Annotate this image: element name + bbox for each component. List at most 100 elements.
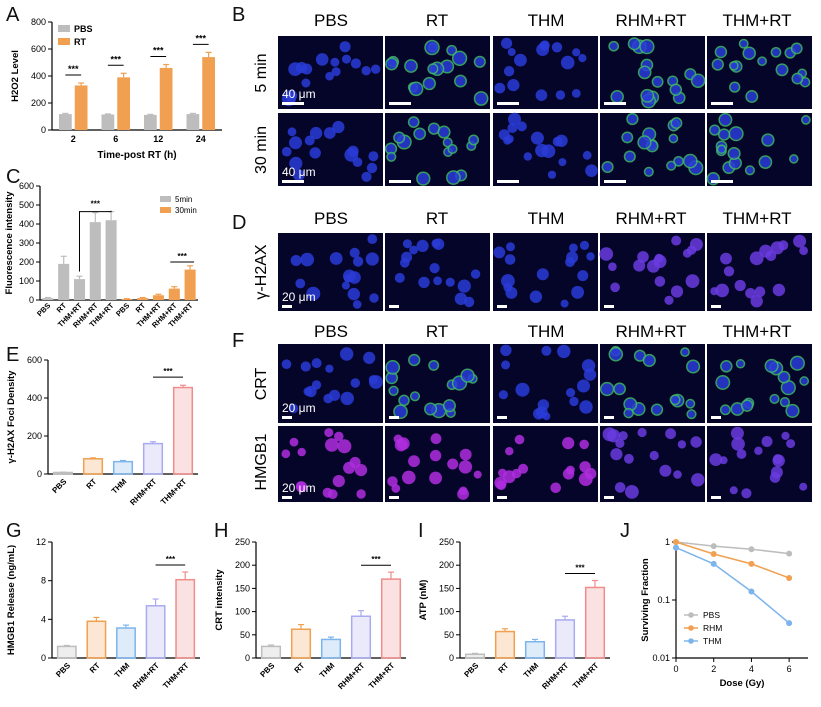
cell-nucleus [518, 463, 529, 474]
cell-nucleus [361, 66, 371, 76]
y-tick-label: 200 [235, 560, 250, 570]
cell-nucleus [292, 169, 305, 182]
cell-nucleus [334, 431, 344, 442]
d-headers: PBS RT THM RHM+RT THM+RT [314, 209, 792, 228]
cell-nucleus [690, 436, 702, 448]
cell-nucleus [624, 453, 634, 464]
cell-nucleus [745, 90, 759, 103]
cell-nucleus [651, 75, 664, 88]
cell-nucleus [711, 58, 724, 71]
cell-nucleus [754, 286, 766, 298]
micro-d-pbs [278, 233, 383, 311]
y-tick-label: 150 [235, 583, 250, 593]
x-tick-label: 2 [71, 134, 76, 144]
scalebar-label-b2: 40 μm [282, 165, 316, 179]
cell-nucleus [409, 391, 421, 402]
cell-nucleus [769, 393, 780, 404]
cell-nucleus [288, 403, 299, 414]
y-tick-label: 600 [19, 181, 34, 191]
x-tick-label: RT [293, 661, 307, 675]
cell-nucleus [599, 381, 615, 397]
cell-nucleus [709, 453, 723, 466]
y-tick-label: 0.01 [652, 653, 670, 663]
cell-nucleus [281, 146, 292, 157]
cell-nucleus [315, 53, 329, 66]
f-header-rhm-rt: RHM+RT [616, 322, 687, 341]
cell-nucleus [325, 364, 334, 373]
scalebar-f2-thmrt [711, 496, 721, 499]
bar [168, 288, 180, 300]
cell-nucleus [715, 375, 731, 390]
data-point [710, 551, 717, 558]
cell-nucleus [558, 158, 567, 167]
cell-nucleus [473, 91, 489, 106]
cell-nucleus [533, 408, 545, 420]
cell-nucleus [754, 446, 763, 455]
cell-nucleus [286, 93, 297, 104]
cell-nucleus [300, 252, 315, 267]
cell-nucleus [586, 252, 595, 261]
cell-nucleus [654, 276, 666, 287]
cell-nucleus [416, 171, 431, 186]
y-tick-label: 100 [19, 276, 34, 286]
legend-marker [688, 638, 694, 644]
cell-nucleus [669, 394, 681, 406]
cell-nucleus [507, 48, 516, 56]
scalebar-d-thm [497, 305, 507, 308]
y-tick-label: 50 [240, 630, 250, 640]
cell-nucleus [361, 171, 372, 182]
cell-nucleus [514, 53, 527, 67]
cell-nucleus [758, 155, 773, 169]
cell-nucleus [325, 438, 339, 452]
cell-nucleus [402, 470, 416, 485]
cell-nucleus [454, 74, 467, 88]
cell-nucleus [322, 487, 333, 498]
y-axis-label: Surviving Fraction [640, 558, 651, 642]
bar [52, 471, 74, 475]
cell-nucleus [736, 449, 747, 459]
cell-nucleus [341, 281, 350, 290]
x-tick-label: RT [88, 661, 102, 675]
data-point [748, 588, 755, 595]
cell-nucleus [775, 63, 789, 77]
cell-nucleus [367, 234, 378, 245]
cell-nucleus [396, 437, 410, 450]
scalebar-f1-rt [389, 416, 399, 419]
scalebar-f1-pbs [282, 416, 292, 419]
d-header-rt: RT [426, 209, 448, 228]
cell-nucleus [799, 482, 808, 491]
cell-nucleus [502, 470, 516, 484]
panel-letter-h: H [214, 520, 229, 542]
cell-nucleus [579, 240, 590, 250]
f-header-pbs: PBS [314, 322, 348, 341]
cell-nucleus [608, 346, 624, 362]
cell-nucleus [494, 82, 506, 94]
y-tick-label: 0 [29, 295, 34, 305]
cell-nucleus [716, 144, 727, 155]
sig-label: *** [153, 46, 164, 56]
cell-nucleus [428, 359, 440, 371]
x-tick-label: 4 [749, 664, 754, 674]
bar [112, 460, 134, 475]
cell-nucleus [402, 239, 412, 249]
cell-nucleus [639, 38, 655, 55]
cell-nucleus [608, 262, 617, 272]
scalebar-b2-thmrt [711, 180, 733, 183]
cell-nucleus [729, 81, 741, 93]
cell-nucleus [727, 146, 741, 161]
cell-nucleus [349, 247, 360, 258]
bar [554, 619, 576, 659]
x-tick-label: 24 [196, 134, 206, 144]
scalebar-b2-rt [389, 180, 411, 183]
data-point [786, 550, 793, 557]
x-tick-label: 6 [113, 134, 118, 144]
cell-nucleus [637, 65, 652, 80]
panel-letter-e: E [6, 344, 20, 366]
x-tick-label: THM+RT [161, 661, 191, 691]
cell-nucleus [473, 470, 482, 479]
cell-nucleus [324, 428, 334, 438]
data-point [786, 620, 793, 627]
x-tick-label: 6 [787, 664, 792, 674]
cell-nucleus [740, 399, 754, 412]
